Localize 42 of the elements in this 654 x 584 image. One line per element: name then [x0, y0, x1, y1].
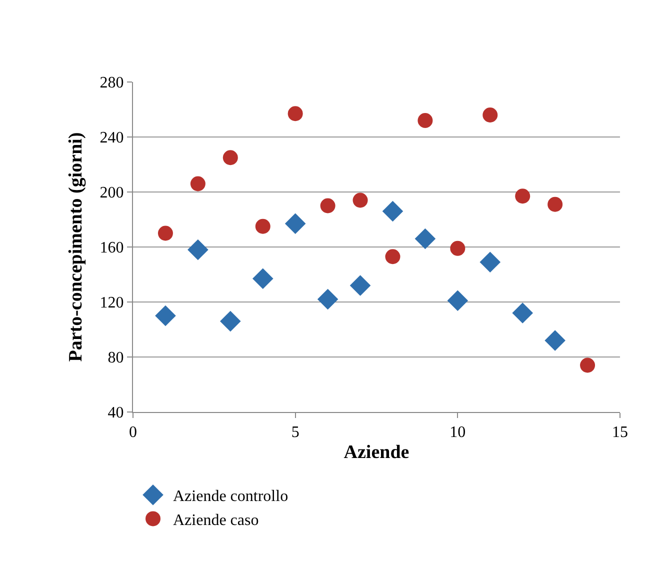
- y-tick-label: 240: [100, 130, 124, 147]
- y-tick-label: 120: [100, 294, 124, 312]
- point: [255, 218, 270, 234]
- legend-label: Aziende controllo: [173, 488, 288, 506]
- y-tick-label: 80: [108, 350, 124, 367]
- point: [480, 252, 501, 273]
- point: [450, 240, 466, 256]
- point: [414, 228, 436, 250]
- point: [544, 330, 566, 351]
- point: [382, 200, 404, 222]
- point: [284, 213, 306, 234]
- point: [155, 305, 176, 326]
- point: [188, 239, 208, 260]
- y-tick-label: 280: [100, 74, 124, 92]
- point: [222, 150, 238, 166]
- point: [317, 288, 338, 310]
- x-axis-title: Aziende: [344, 442, 410, 463]
- point: [580, 358, 596, 373]
- point: [350, 275, 371, 296]
- x-tick-label: 10: [450, 424, 466, 442]
- point: [252, 268, 274, 290]
- legend-label: Aziende caso: [173, 512, 259, 529]
- point: [418, 113, 433, 128]
- point: [320, 198, 336, 214]
- y-axis-title: Parto-concepimento (giorni): [66, 132, 87, 362]
- point: [548, 196, 563, 212]
- point: [158, 226, 173, 241]
- point: [190, 176, 206, 192]
- x-tick-label: 15: [612, 424, 628, 442]
- point: [515, 188, 530, 204]
- y-tick-label: 160: [100, 240, 124, 257]
- point: [385, 249, 400, 264]
- point: [352, 192, 368, 208]
- y-tick-label: 200: [100, 184, 124, 202]
- y-tick-label: 40: [108, 404, 124, 422]
- point: [512, 302, 533, 324]
- point: [447, 290, 468, 312]
- point: [288, 106, 303, 122]
- x-tick-label: 0: [129, 424, 137, 442]
- point: [482, 108, 498, 122]
- x-tick-label: 5: [291, 424, 300, 442]
- point: [220, 310, 241, 332]
